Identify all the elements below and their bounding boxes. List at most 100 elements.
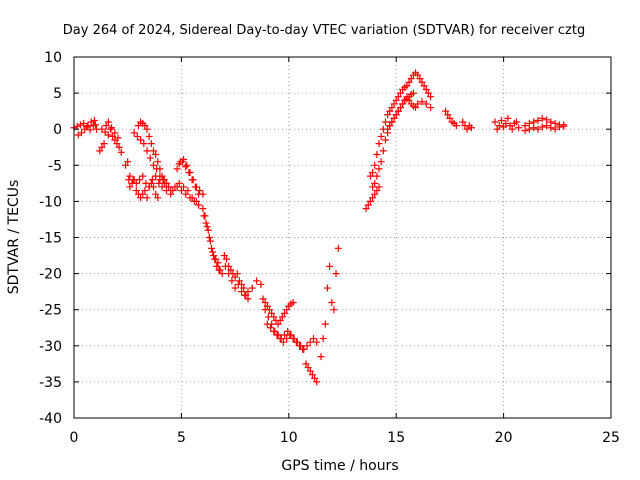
data-point	[240, 284, 248, 292]
series-arc-15	[220, 252, 265, 299]
data-point	[313, 378, 321, 386]
data-point	[328, 298, 336, 306]
data-point	[132, 187, 140, 195]
data-point	[420, 82, 428, 90]
data-point	[178, 158, 186, 166]
data-point	[167, 190, 175, 198]
data-point	[268, 309, 276, 317]
data-point	[375, 140, 383, 148]
data-point	[204, 226, 212, 234]
data-point	[78, 129, 86, 137]
data-point	[182, 190, 190, 198]
data-point	[396, 104, 404, 112]
data-point	[366, 197, 374, 205]
data-point	[153, 165, 161, 173]
data-point	[296, 342, 304, 350]
data-point	[283, 335, 291, 343]
data-point	[467, 124, 475, 132]
data-point	[299, 345, 307, 353]
data-point	[213, 262, 221, 270]
series-arc-11	[173, 156, 207, 198]
data-point	[191, 183, 199, 191]
data-point	[321, 320, 329, 328]
data-point	[84, 122, 92, 130]
data-point	[369, 183, 377, 191]
series-arc-7	[134, 118, 175, 195]
y-tick-label: -25	[39, 303, 62, 319]
data-point	[158, 183, 166, 191]
data-point	[235, 277, 243, 285]
data-point	[259, 295, 267, 303]
data-point	[115, 143, 123, 151]
data-point	[114, 134, 122, 142]
data-point	[369, 169, 377, 177]
data-point	[263, 320, 271, 328]
data-point	[143, 194, 151, 202]
data-point	[109, 132, 117, 140]
data-point	[231, 273, 239, 281]
data-point	[506, 122, 514, 130]
data-point	[225, 270, 233, 278]
y-tick-label: -10	[39, 194, 62, 210]
data-point	[560, 121, 568, 129]
data-point	[386, 107, 394, 115]
data-point	[206, 237, 214, 245]
data-point	[530, 124, 538, 132]
data-point	[76, 121, 84, 129]
data-point	[427, 93, 435, 101]
chart-title: Day 264 of 2024, Sidereal Day-to-day VTE…	[63, 23, 585, 38]
x-tick-label: 10	[280, 430, 298, 446]
data-point	[289, 298, 297, 306]
data-point	[162, 187, 170, 195]
data-point	[276, 335, 284, 343]
data-point	[302, 360, 310, 368]
data-point	[379, 147, 387, 155]
data-point	[146, 154, 154, 162]
data-point	[323, 284, 331, 292]
data-point	[409, 89, 417, 97]
data-point	[500, 123, 508, 131]
data-point	[497, 117, 505, 125]
y-tick-label: -5	[48, 158, 62, 174]
data-point	[303, 342, 311, 350]
data-point	[276, 317, 284, 325]
data-point	[392, 96, 400, 104]
data-point	[306, 338, 314, 346]
series-arc-26	[442, 107, 460, 130]
data-point	[394, 107, 402, 115]
x-tick-label: 15	[387, 430, 405, 446]
data-point	[261, 306, 269, 314]
data-point	[377, 132, 385, 140]
series-arc-3	[96, 118, 125, 156]
data-point	[334, 244, 342, 252]
data-point	[104, 118, 112, 126]
series-arc-21	[317, 244, 342, 361]
data-point	[140, 140, 148, 148]
data-point	[512, 118, 520, 126]
data-point	[98, 143, 106, 151]
data-point	[414, 71, 422, 79]
data-point	[538, 123, 546, 131]
data-point	[278, 313, 286, 321]
data-point	[388, 104, 396, 112]
y-tick-label: -30	[39, 339, 62, 355]
series-arc-27	[459, 118, 475, 133]
data-point	[502, 119, 510, 127]
data-point	[221, 262, 229, 270]
data-point	[264, 313, 272, 321]
data-point	[373, 172, 381, 180]
data-point	[81, 125, 89, 133]
data-point	[491, 118, 499, 126]
y-tick-label: 5	[53, 86, 62, 102]
data-point	[396, 89, 404, 97]
series-arc-20	[302, 360, 321, 386]
data-point	[160, 179, 168, 187]
data-point	[169, 187, 177, 195]
data-point	[414, 100, 422, 108]
data-point	[442, 107, 450, 115]
data-point	[171, 183, 179, 191]
data-point	[362, 205, 370, 213]
data-point	[416, 75, 424, 83]
data-point	[73, 122, 81, 130]
data-point	[386, 122, 394, 130]
